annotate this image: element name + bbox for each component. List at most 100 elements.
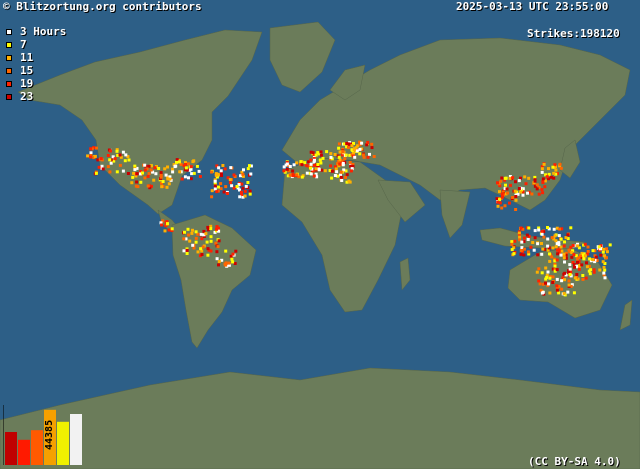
strike-dot [520,240,524,244]
strike-dot [554,245,558,249]
strike-dot [337,164,341,168]
strike-dot [581,274,585,277]
strike-dot [597,245,601,249]
strike-dot [498,184,502,188]
strike-dot [132,171,136,175]
strike-dot [314,163,318,167]
strike-dot [555,286,559,289]
strike-dot [551,246,555,250]
strike-dot [603,276,607,280]
strike-dot [535,183,539,187]
strike-dot [214,241,218,245]
strike-dot [520,246,524,250]
strike-dot [584,276,588,280]
strike-dot [238,195,242,199]
strike-dot [297,175,301,179]
strike-dot [321,156,325,160]
strike-dot [527,252,531,256]
strike-dot [334,167,338,171]
strike-dot [558,251,561,255]
strike-dot [192,159,196,163]
strike-dot [503,178,507,182]
strike-dot [361,153,365,157]
strike-dot [185,168,189,172]
strike-dot [578,264,582,267]
strike-dot [249,172,253,176]
strike-dot [563,278,566,282]
strike-dot [563,240,566,244]
strike-dot [213,230,217,234]
strike-dot [206,247,210,251]
strike-dot [547,172,551,176]
strike-dot [540,188,544,192]
strike-dot [311,169,315,173]
strike-dot [314,167,318,171]
strike-dot [215,225,219,229]
strike-dot [370,146,374,150]
strike-dot [206,225,210,229]
strike-dot [569,270,573,274]
strike-dot [100,164,104,168]
strike-dot [224,185,228,189]
strike-dot [553,163,557,167]
legend-swatch [6,41,12,48]
strike-dot [533,184,537,188]
strike-dot [229,254,233,258]
strike-dot [354,146,358,150]
strike-dot [316,163,320,166]
strike-dot [216,172,220,176]
strike-dot [179,162,183,166]
strike-dot [540,271,544,275]
strike-dot [292,163,296,167]
strike-dot [546,270,550,274]
strike-dot [362,155,366,159]
strike-dot [576,244,580,248]
strike-dot [337,142,341,146]
strike-dot [591,249,595,253]
strike-dot [572,291,576,295]
strike-dot [183,230,186,234]
strike-dot [210,189,214,193]
strike-dot [603,268,607,272]
strike-dot [94,146,98,150]
strike-dot [567,279,571,283]
strike-dot [320,168,324,172]
strike-dot [309,166,312,170]
strike-dot [285,167,289,171]
strike-dot [370,142,374,146]
strike-dot [206,253,210,257]
strike-dot [316,151,320,155]
strike-dot [524,182,528,186]
strike-dot [608,243,612,247]
strike-dot [532,248,536,252]
strike-dot [89,155,92,159]
strike-dot [537,267,541,271]
strike-dot [213,187,217,191]
strike-dot [530,192,534,196]
strike-dot [230,257,234,261]
strike-dot [564,273,568,277]
strike-dot [545,275,549,279]
strike-dot [311,151,315,155]
strike-dot [133,168,137,172]
strike-dot [542,230,546,234]
strike-dot [182,237,186,241]
strike-dot [204,232,208,236]
strike-dot [241,174,245,178]
strike-dot [312,157,316,160]
strike-dot [227,263,231,267]
strike-dot [215,164,219,168]
strike-dot [552,237,556,241]
strike-dot [318,158,322,162]
strike-dot [605,247,608,251]
strike-dot [558,227,562,231]
strike-dot [346,146,350,149]
strike-dot [510,240,514,244]
strike-dot [498,190,501,194]
strike-dot [537,186,541,189]
strike-dot [194,230,198,234]
strike-dot [345,180,349,184]
strike-dot [569,245,573,249]
strike-dot [526,191,529,195]
